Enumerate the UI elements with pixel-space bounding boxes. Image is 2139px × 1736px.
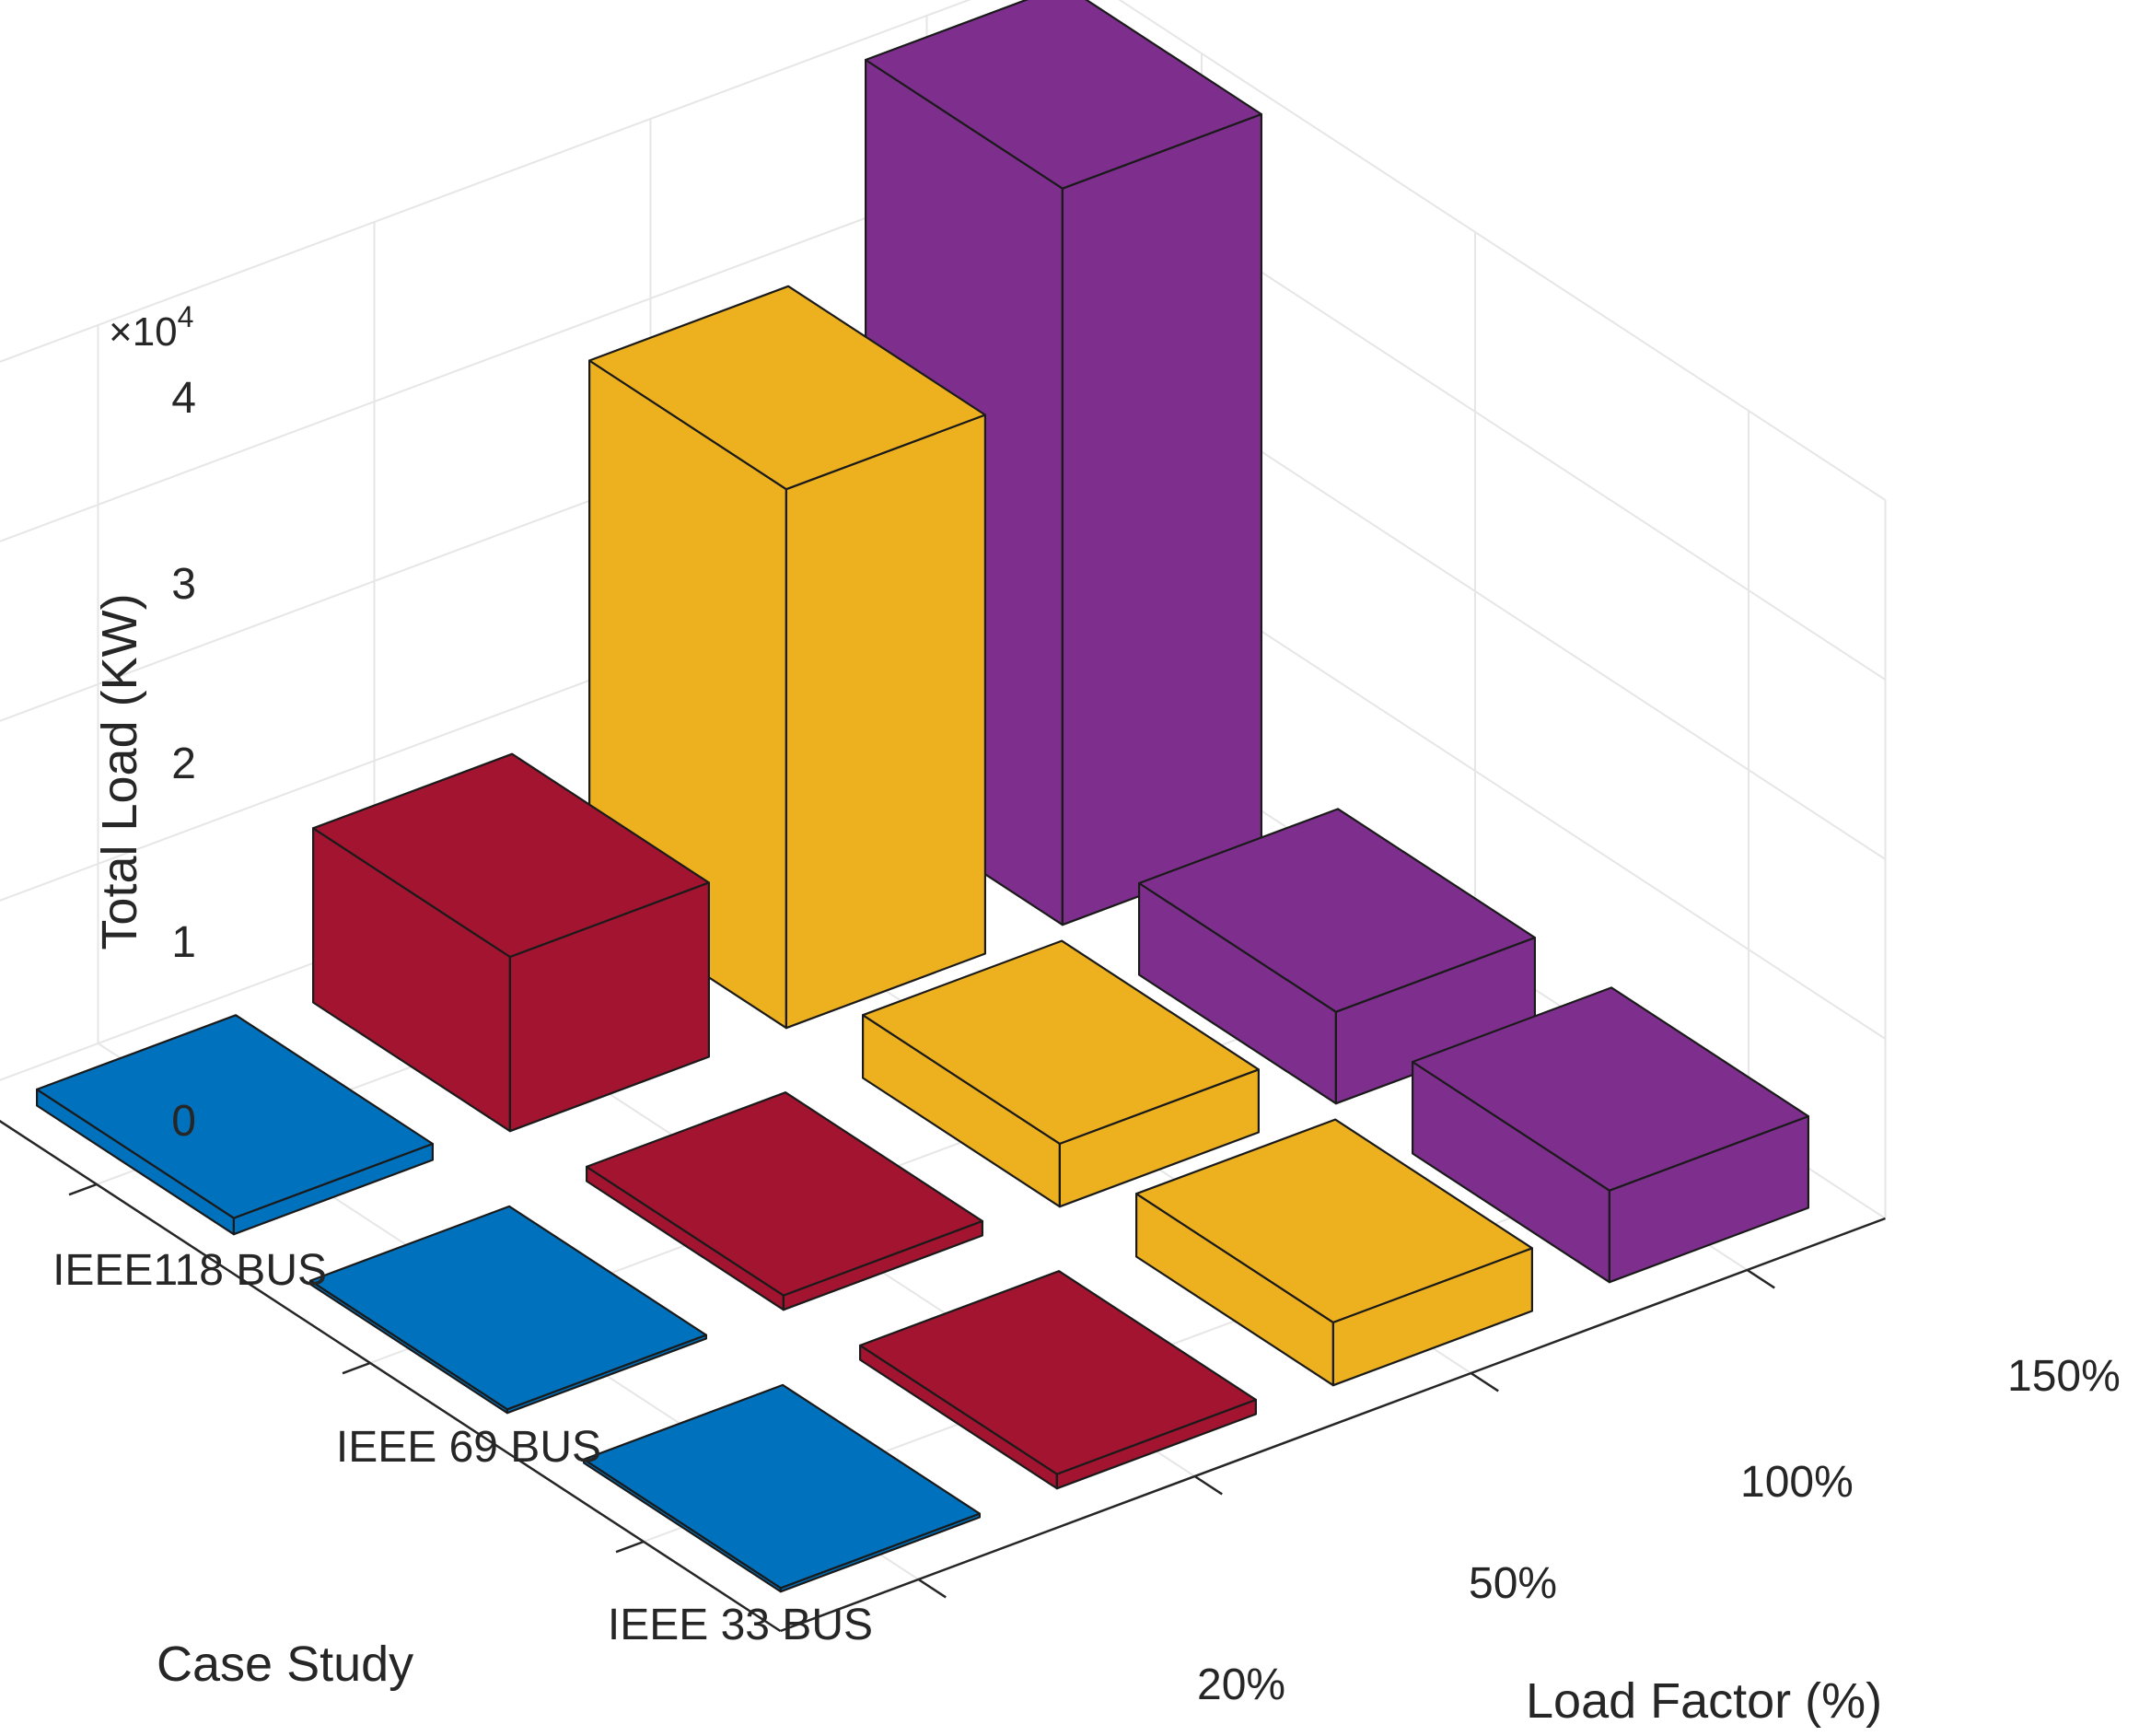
z-tick-label: 1 [171,918,196,967]
y-tick-label: 50% [1469,1559,1557,1608]
y-axis-line [780,1217,1886,1633]
z-scale-exponent: 4 [178,300,194,333]
x-axis-title: Case Study [157,1637,413,1692]
y-tick-label: 150% [2007,1352,2121,1401]
bar-face [785,414,987,1030]
x-tick [615,1540,645,1554]
bar-ieee-33-bus-20pct [582,1383,982,1593]
x-tick [342,1361,371,1375]
z-tick-label: 0 [171,1097,196,1146]
grid-line [0,0,1887,501]
bar-top [864,0,1263,190]
bar-top [861,939,1261,1146]
y-tick [1193,1474,1223,1496]
bar-ieee-69-bus-50pct [585,1091,984,1311]
axes [0,1119,1886,1633]
bar-ieee-33-bus-50pct [858,1270,1258,1490]
bar-top [1134,1118,1534,1324]
y-tick [1746,1268,1775,1289]
bar-top [1137,808,1537,1013]
z-tick-label: 3 [171,560,196,609]
z-tick-label: 4 [171,374,196,423]
y-tick-label: 100% [1740,1458,1854,1507]
bar-top [312,752,711,959]
bar-face [1061,112,1263,926]
bar-top [309,1205,708,1411]
bar-top [587,285,987,491]
y-axis-title: Load Factor (%) [1526,1673,1882,1729]
bar-top [585,1091,984,1297]
bar-ieee-33-bus-100pct [1134,1118,1534,1387]
x-tick-label: IEEE118 BUS [52,1246,327,1295]
bar-ieee-69-bus-150pct [1137,808,1537,1105]
bar-ieee-33-bus-150pct [1411,986,1810,1284]
y-tick [917,1578,947,1599]
bar-top [1411,986,1810,1192]
z-axis-title: Total Load (KW) [92,593,147,950]
bar-ieee-69-bus-20pct [309,1205,708,1415]
z-tick-label: 2 [171,740,196,788]
bar-top [858,1270,1258,1475]
bar-top [582,1383,982,1590]
bar-ieee118-bus-20pct [35,1014,434,1236]
bar-ieee-69-bus-100pct [861,939,1261,1208]
bars [35,0,1810,1593]
x-tick [68,1183,98,1196]
y-tick-label: 20% [1197,1660,1285,1709]
bar-top [35,1014,434,1219]
z-scale-factor: ×104 [109,300,193,355]
x-tick-label: IEEE 33 BUS [608,1601,873,1649]
y-tick [1470,1371,1499,1392]
x-tick-label: IEEE 69 BUS [336,1423,601,1472]
bar-ieee118-bus-50pct [312,752,711,1133]
z-scale-base: ×10 [109,309,178,355]
